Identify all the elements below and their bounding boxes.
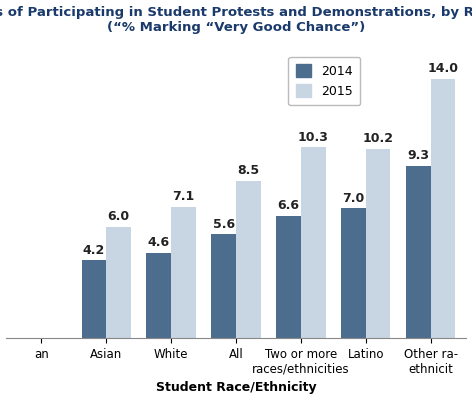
Bar (366, 149, 390, 338)
Text: 6.0: 6.0 (108, 210, 130, 223)
Bar (211, 234, 236, 338)
Title: ions of Participating in Student Protests and Demonstrations, by Race
(“% Markin: ions of Participating in Student Protest… (0, 6, 472, 34)
Text: 6.6: 6.6 (278, 199, 300, 212)
Text: 4.6: 4.6 (148, 236, 170, 249)
Text: 7.1: 7.1 (172, 190, 194, 203)
Text: 4.2: 4.2 (83, 244, 105, 257)
Bar (171, 206, 196, 338)
Text: 5.6: 5.6 (212, 218, 235, 231)
Text: 14.0: 14.0 (428, 62, 459, 75)
Text: 10.2: 10.2 (362, 132, 394, 146)
Bar (236, 181, 261, 338)
Bar (406, 166, 431, 338)
Text: 10.3: 10.3 (298, 130, 329, 144)
X-axis label: Student Race/Ethnicity: Student Race/Ethnicity (156, 382, 316, 394)
Bar (146, 253, 171, 338)
Bar (106, 227, 131, 338)
Legend: 2014, 2015: 2014, 2015 (288, 57, 360, 105)
Text: 9.3: 9.3 (407, 149, 430, 162)
Bar (82, 260, 106, 338)
Text: 7.0: 7.0 (342, 192, 364, 205)
Bar (431, 79, 455, 338)
Bar (276, 216, 301, 338)
Bar (301, 147, 326, 338)
Bar (341, 208, 366, 338)
Text: 8.5: 8.5 (237, 164, 260, 177)
